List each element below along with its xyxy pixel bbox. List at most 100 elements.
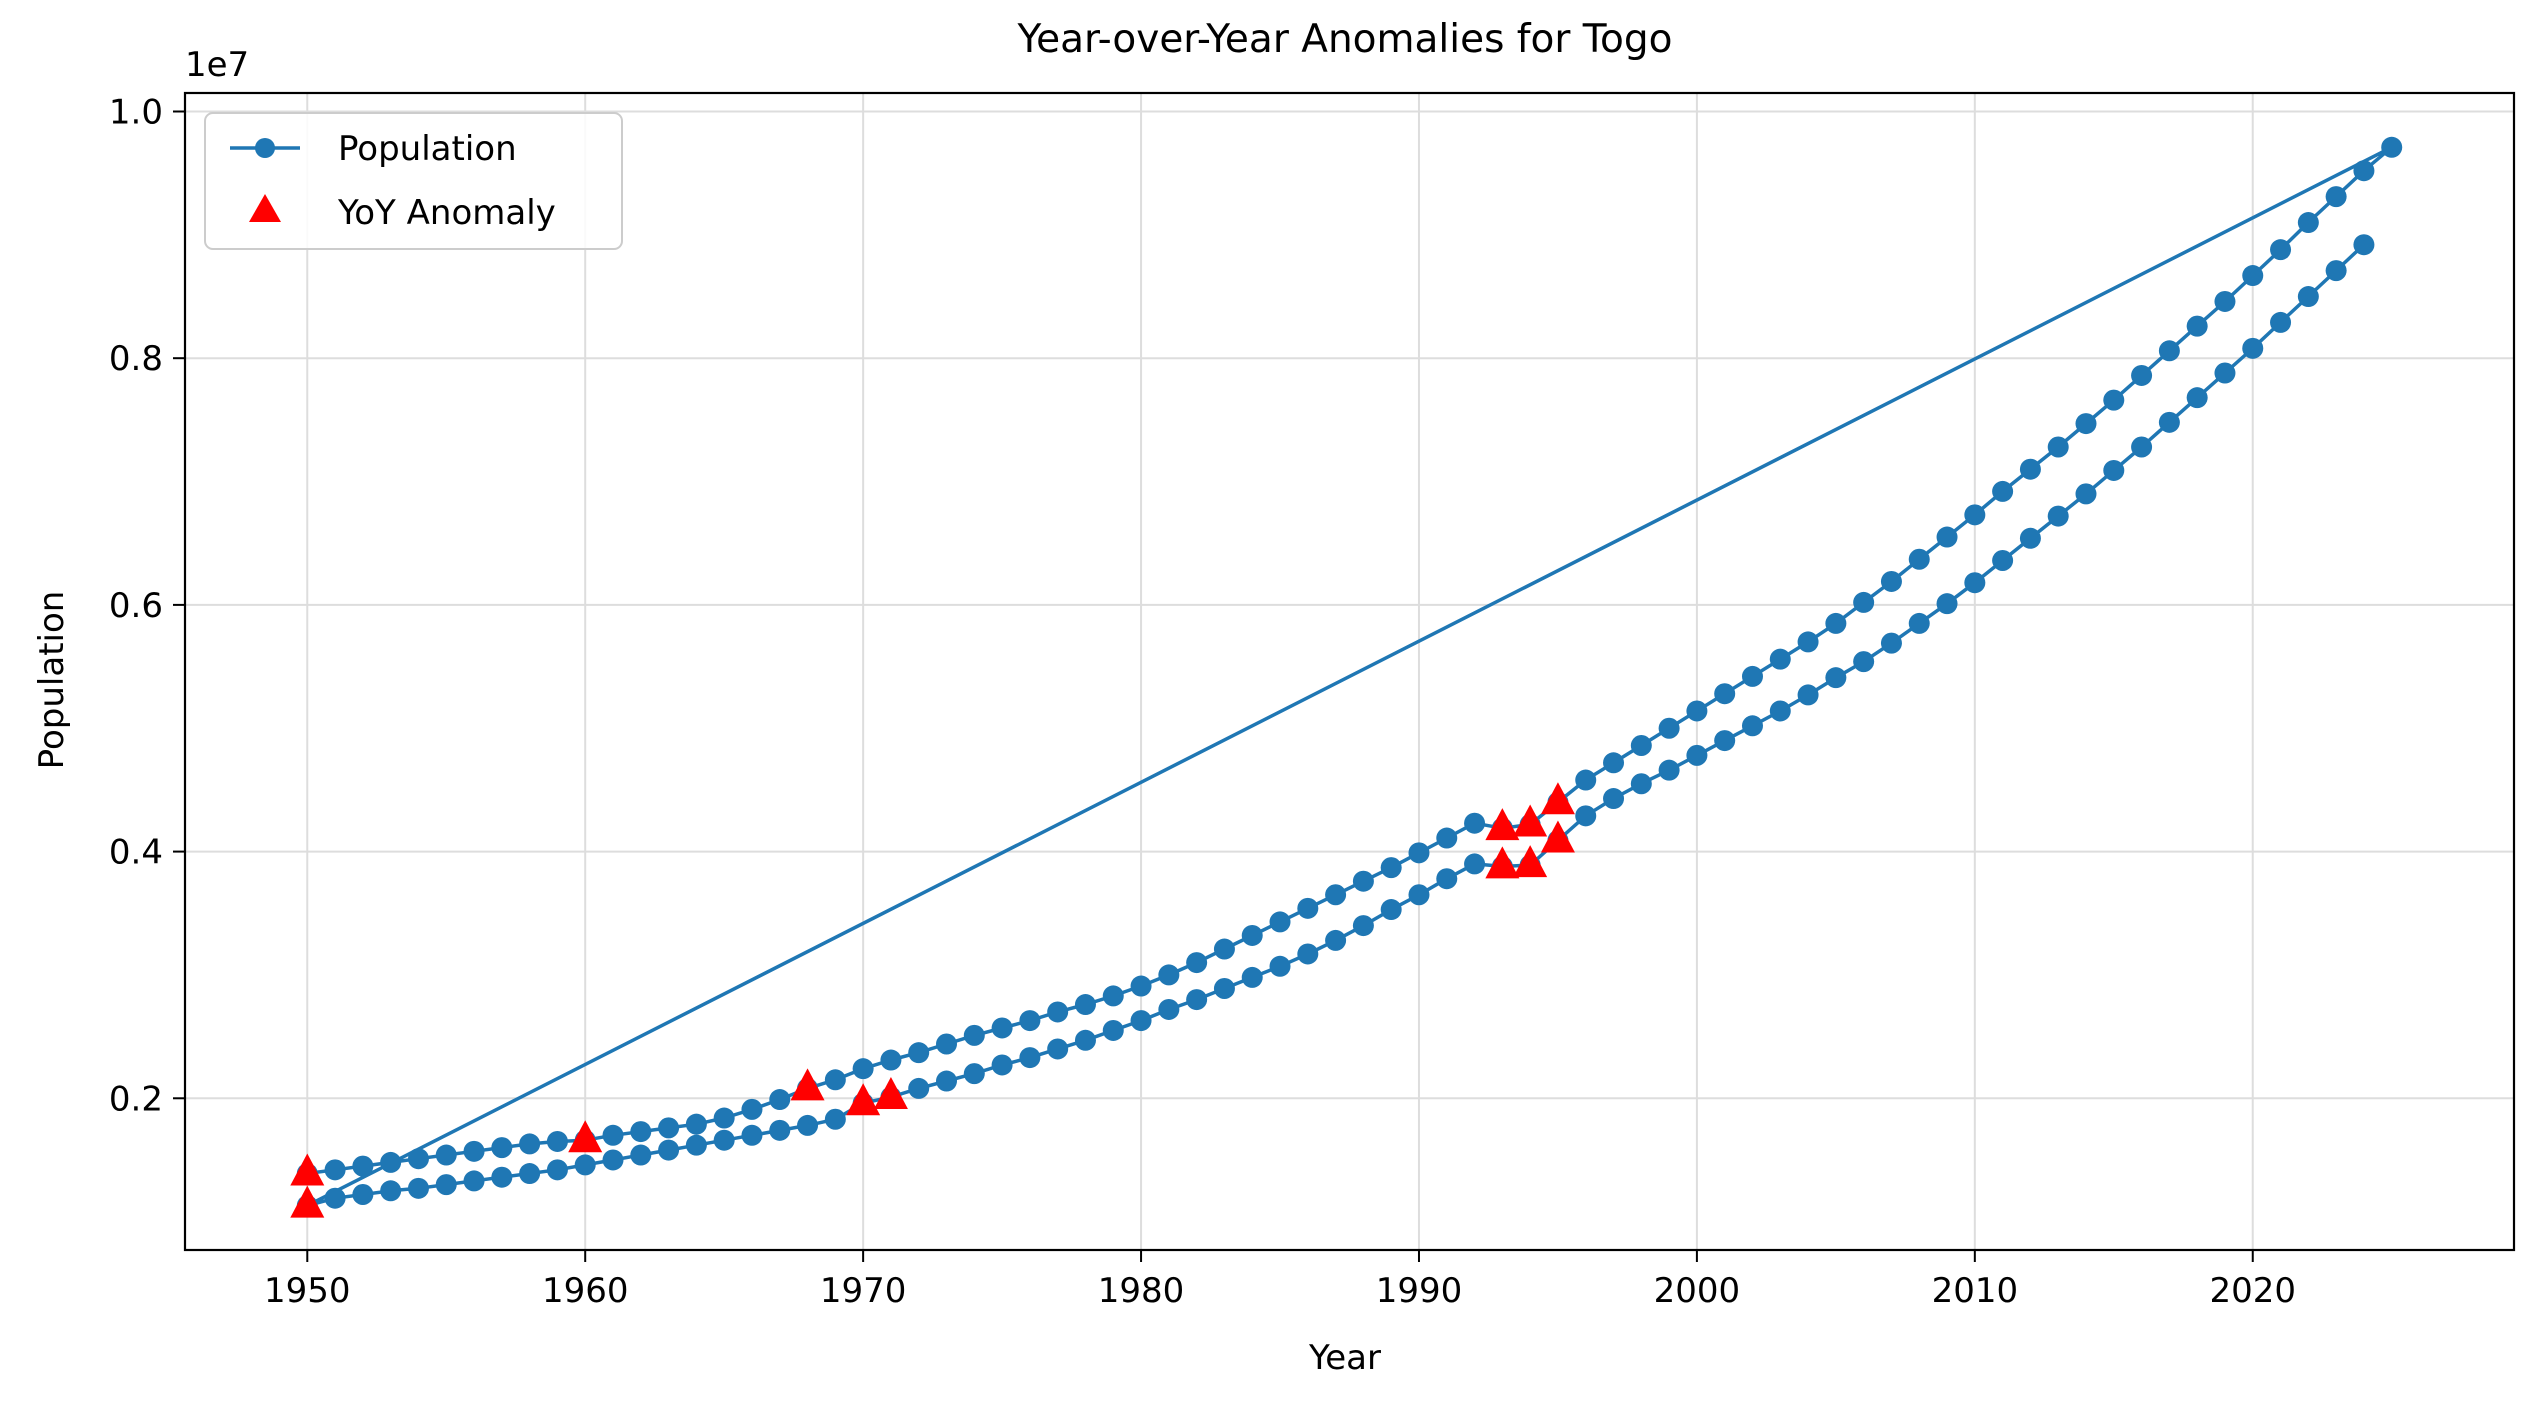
x-tick-label: 1960 <box>542 1271 629 1311</box>
anomaly-point <box>790 1068 825 1101</box>
population-point <box>324 1159 346 1181</box>
population-point <box>2047 436 2069 458</box>
population-point <box>1936 593 1958 615</box>
population-point <box>2075 483 2097 505</box>
legend-population-label: Population <box>338 129 517 169</box>
population-point <box>435 1174 457 1196</box>
population-point <box>2325 186 2347 208</box>
population-point <box>1019 1010 1041 1032</box>
population-point <box>1102 985 1124 1007</box>
population-point <box>1825 667 1847 689</box>
population-point <box>546 1159 568 1181</box>
population-point <box>352 1155 374 1177</box>
population-point <box>1575 805 1597 827</box>
population-point <box>1047 1038 1069 1060</box>
population-point <box>519 1163 541 1185</box>
anomaly-point <box>1485 808 1520 841</box>
population-point <box>2214 290 2236 312</box>
population-point <box>1297 897 1319 919</box>
population-point <box>1380 899 1402 921</box>
x-tick-label: 1980 <box>1098 1271 1185 1311</box>
legend: Population YoY Anomaly <box>204 112 623 250</box>
population-point <box>435 1144 457 1166</box>
anomaly-point <box>290 1185 325 1218</box>
population-point <box>908 1042 930 1064</box>
population-point <box>1853 651 1875 673</box>
legend-population-marker <box>255 138 275 158</box>
population-point <box>1352 915 1374 937</box>
population-point <box>1464 853 1486 875</box>
population-point <box>2158 411 2180 433</box>
population-point <box>380 1151 402 1173</box>
population-point <box>1658 717 1680 739</box>
x-tick-label: 1970 <box>820 1271 907 1311</box>
population-point <box>491 1166 513 1188</box>
y-tick-label: 0.2 <box>109 1079 163 1119</box>
population-point <box>1603 752 1625 774</box>
chart-title: Year-over-Year Anomalies for Togo <box>1017 17 1673 62</box>
axes-frame <box>183 91 2516 1252</box>
population-point <box>991 1017 1013 1039</box>
population-point <box>2297 212 2319 234</box>
population-point <box>1853 591 1875 613</box>
population-point <box>1380 857 1402 879</box>
legend-anomaly-label: YoY Anomaly <box>337 193 556 233</box>
population-point <box>1575 769 1597 791</box>
population-point <box>741 1098 763 1120</box>
population-point <box>852 1058 874 1080</box>
anomaly-point <box>290 1153 325 1186</box>
population-point <box>713 1107 735 1129</box>
population-point <box>1908 612 1930 634</box>
population-point <box>1603 788 1625 810</box>
population-point <box>1186 952 1208 974</box>
population-point <box>1741 715 1763 737</box>
population-point <box>1213 978 1235 1000</box>
population-point <box>463 1170 485 1192</box>
population-point <box>1158 964 1180 986</box>
population-point <box>1074 994 1096 1016</box>
population-point <box>2019 458 2041 480</box>
population-point <box>1964 504 1986 526</box>
population-point <box>1352 870 1374 892</box>
anomaly-point <box>1513 845 1548 878</box>
population-point <box>1408 884 1430 906</box>
y-tick-label: 0.4 <box>109 833 163 873</box>
x-tick-label: 1950 <box>264 1271 351 1311</box>
population-point <box>1880 570 1902 592</box>
population-point <box>1241 924 1263 946</box>
population-point <box>2158 340 2180 362</box>
y-axis-label: Population <box>32 591 72 770</box>
population-point <box>1880 632 1902 654</box>
anomaly-point <box>1540 782 1575 815</box>
anomaly-point <box>568 1120 603 1153</box>
anomaly-point <box>1513 804 1548 837</box>
plot-data <box>290 136 2403 1218</box>
population-point <box>1825 612 1847 634</box>
population-point <box>1992 480 2014 502</box>
population-point <box>2131 364 2153 386</box>
population-point <box>1297 943 1319 965</box>
population-point <box>463 1140 485 1162</box>
population-point <box>769 1089 791 1111</box>
population-point <box>1797 631 1819 653</box>
x-tick-label: 1990 <box>1376 1271 1463 1311</box>
x-tick-label: 2020 <box>2209 1271 2296 1311</box>
y-tick-label: 0.8 <box>109 339 163 379</box>
population-point <box>908 1077 930 1099</box>
population-point <box>936 1070 958 1092</box>
legend-anomaly-marker <box>249 194 281 222</box>
population-point <box>2270 311 2292 333</box>
population-point <box>1936 526 1958 548</box>
population-point <box>713 1129 735 1151</box>
population-point <box>824 1108 846 1130</box>
population-point <box>1797 684 1819 706</box>
population-point <box>1019 1047 1041 1069</box>
population-point <box>2186 387 2208 409</box>
population-point <box>1102 1019 1124 1041</box>
population-point <box>1213 938 1235 960</box>
population-point <box>1769 700 1791 722</box>
population-point <box>2103 459 2125 481</box>
population-point <box>1186 989 1208 1011</box>
population-point <box>1908 548 1930 570</box>
